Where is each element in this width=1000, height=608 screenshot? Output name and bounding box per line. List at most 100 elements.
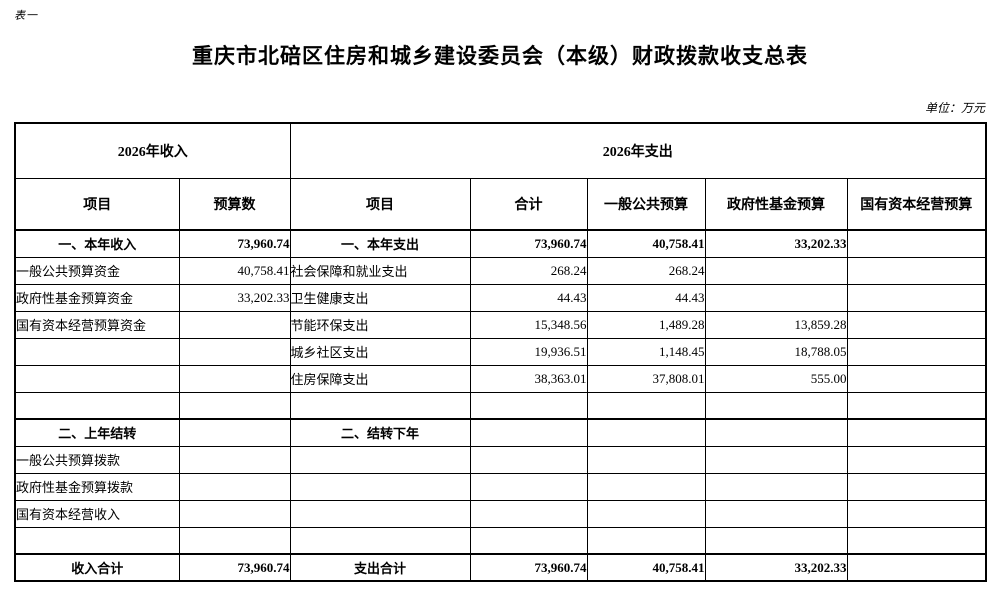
item-cell (14, 526, 180, 555)
value-cell: 44.43 (586, 283, 706, 312)
table-row: 国有资本经营收入 (14, 499, 987, 528)
value-cell: 44.43 (469, 283, 588, 312)
value-cell: 33,202.33 (704, 229, 848, 258)
value-cell: 268.24 (586, 256, 706, 285)
value-cell (846, 364, 987, 393)
header-income-budget: 预算数 (178, 177, 291, 231)
value-cell (846, 229, 987, 258)
value-cell (586, 526, 706, 555)
value-cell (704, 418, 848, 447)
value-cell: 15,348.56 (469, 310, 588, 339)
item-cell: 一、本年支出 (289, 229, 471, 258)
value-cell (704, 283, 848, 312)
value-cell: 73,960.74 (178, 553, 291, 582)
table-row: 二、上年结转 二、结转下年 (14, 418, 987, 447)
value-cell (704, 526, 848, 555)
table-row (14, 391, 987, 420)
value-cell (469, 418, 588, 447)
value-cell: 19,936.51 (469, 337, 588, 366)
value-cell (178, 310, 291, 339)
value-cell (846, 337, 987, 366)
value-cell (586, 499, 706, 528)
value-cell (704, 472, 848, 501)
value-cell: 38,363.01 (469, 364, 588, 393)
table-row: 住房保障支出 38,363.01 37,808.01 555.00 (14, 364, 987, 393)
value-cell (586, 445, 706, 474)
header-general-public: 一般公共预算 (586, 177, 706, 231)
value-cell: 1,148.45 (586, 337, 706, 366)
value-cell (704, 256, 848, 285)
item-cell (289, 445, 471, 474)
page-title: 重庆市北碚区住房和城乡建设委员会（本级）财政拨款收支总表 (192, 44, 808, 68)
item-cell: 节能环保支出 (289, 310, 471, 339)
value-cell: 40,758.41 (586, 229, 706, 258)
table-row: 收入合计 73,960.74 支出合计 73,960.74 40,758.41 33,20… (14, 553, 987, 582)
value-cell (178, 337, 291, 366)
item-cell: 一、本年收入 (14, 229, 180, 258)
value-cell (178, 418, 291, 447)
item-cell (14, 391, 180, 420)
table-label: 表一 (14, 10, 38, 22)
value-cell (846, 472, 987, 501)
item-cell: 二、结转下年 (289, 418, 471, 447)
table-body: 一、本年收入 73,960.74 一、本年支出 73,960.74 40,758.41 3… (14, 229, 987, 582)
unit-note: 单位：万元 (924, 101, 985, 115)
item-cell: 卫生健康支出 (289, 283, 471, 312)
item-cell (289, 472, 471, 501)
value-cell (469, 391, 588, 420)
header-income-item: 项目 (14, 177, 180, 231)
value-cell: 40,758.41 (178, 256, 291, 285)
value-cell (704, 391, 848, 420)
value-cell (846, 310, 987, 339)
value-cell: 40,758.41 (586, 553, 706, 582)
item-cell: 支出合计 (289, 553, 471, 582)
value-cell: 33,202.33 (704, 553, 848, 582)
budget-table: 2026年收入 2026年支出 项目 预算数 项目 合计 一般公共预算 政府性基… (14, 122, 988, 582)
value-cell: 13,859.28 (704, 310, 848, 339)
item-cell: 二、上年结转 (14, 418, 180, 447)
table-row (14, 526, 987, 555)
table-row: 一般公共预算拨款 (14, 445, 987, 474)
item-cell: 城乡社区支出 (289, 337, 471, 366)
item-cell: 一般公共预算资金 (14, 256, 180, 285)
value-cell: 33,202.33 (178, 283, 291, 312)
column-header-row: 项目 预算数 项目 合计 一般公共预算 政府性基金预算 国有资本经营预算 (14, 177, 987, 231)
value-cell (846, 256, 987, 285)
table-row: 政府性基金预算资金 33,202.33 卫生健康支出 44.43 44.43 (14, 283, 987, 312)
item-cell: 政府性基金预算拨款 (14, 472, 180, 501)
value-cell: 73,960.74 (469, 553, 588, 582)
item-cell: 社会保障和就业支出 (289, 256, 471, 285)
table-row: 政府性基金预算拨款 (14, 472, 987, 501)
value-cell: 555.00 (704, 364, 848, 393)
item-cell: 收入合计 (14, 553, 180, 582)
header-gov-fund: 政府性基金预算 (704, 177, 848, 231)
header-state-capital: 国有资本经营预算 (846, 177, 987, 231)
item-cell: 住房保障支出 (289, 364, 471, 393)
value-cell: 37,808.01 (586, 364, 706, 393)
value-cell: 73,960.74 (178, 229, 291, 258)
value-cell: 1,489.28 (586, 310, 706, 339)
value-cell (846, 526, 987, 555)
header-expense-total: 合计 (469, 177, 588, 231)
value-cell (178, 445, 291, 474)
value-cell (469, 499, 588, 528)
header-expense-group: 2026年支出 (289, 122, 987, 179)
value-cell (846, 445, 987, 474)
table-row: 城乡社区支出 19,936.51 1,148.45 18,788.05 (14, 337, 987, 366)
item-cell (14, 337, 180, 366)
table-row: 国有资本经营预算资金 节能环保支出 15,348.56 1,489.28 13,859.… (14, 310, 987, 339)
value-cell (846, 391, 987, 420)
value-cell: 268.24 (469, 256, 588, 285)
item-cell (289, 391, 471, 420)
table-row: 一般公共预算资金 40,758.41 社会保障和就业支出 268.24 268.24 (14, 256, 987, 285)
value-cell (469, 472, 588, 501)
item-cell (14, 364, 180, 393)
item-cell: 国有资本经营收入 (14, 499, 180, 528)
header-expense-item: 项目 (289, 177, 471, 231)
value-cell (846, 418, 987, 447)
value-cell (178, 364, 291, 393)
value-cell (586, 391, 706, 420)
value-cell (178, 472, 291, 501)
value-cell: 73,960.74 (469, 229, 588, 258)
